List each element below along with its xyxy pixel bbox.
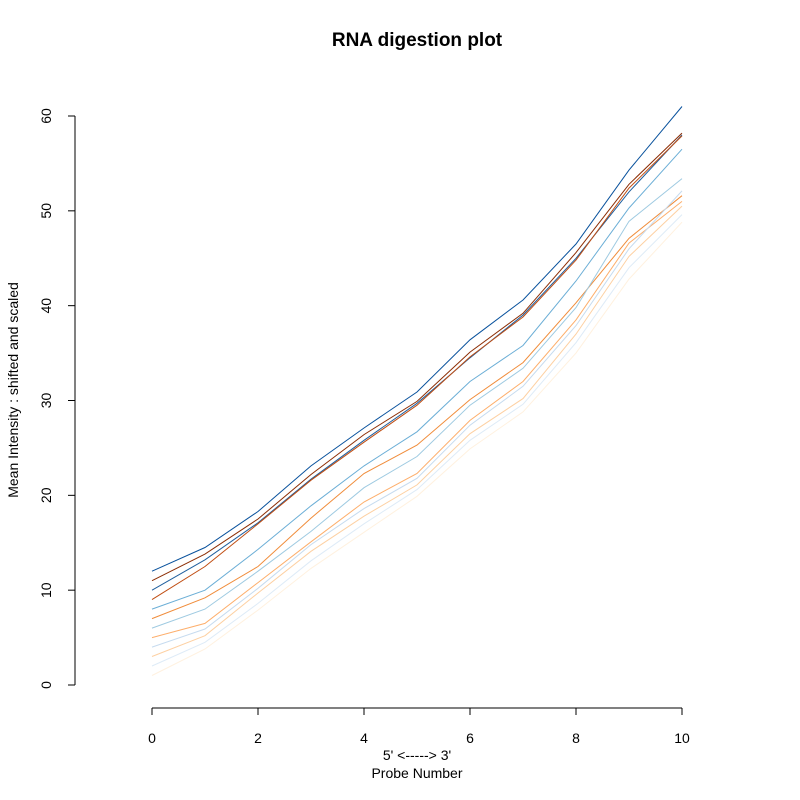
- x-tick-label-2: 2: [254, 730, 262, 746]
- y-tick-label-60: 60: [38, 108, 54, 124]
- series-lines: [151, 106, 683, 676]
- y-tick-label-20: 20: [38, 487, 54, 503]
- y-axis-label: Mean Intensity : shifted and scaled: [5, 282, 21, 498]
- series-line-11: [151, 214, 683, 667]
- x-axis-label-secondary: Probe Number: [371, 765, 462, 781]
- x-tick-label-4: 4: [360, 730, 368, 746]
- y-tick-label-40: 40: [38, 298, 54, 314]
- x-tick-label-6: 6: [466, 730, 474, 746]
- series-line-12: [151, 221, 683, 676]
- series-line-6: [151, 195, 683, 620]
- series-line-2: [151, 132, 683, 582]
- y-tick-label-0: 0: [38, 681, 54, 689]
- series-line-10: [151, 205, 683, 657]
- x-axis: 0 2 4 6 8 10: [148, 707, 690, 746]
- y-tick-label-50: 50: [38, 203, 54, 219]
- x-tick-label-0: 0: [148, 730, 156, 746]
- series-line-9: [151, 190, 683, 648]
- series-line-5: [151, 148, 683, 610]
- chart-title: RNA digestion plot: [332, 30, 503, 51]
- y-tick-label-30: 30: [38, 393, 54, 409]
- x-tick-label-10: 10: [674, 730, 690, 746]
- y-tick-label-10: 10: [38, 582, 54, 598]
- series-line-3: [151, 134, 683, 591]
- series-line-7: [151, 178, 683, 629]
- x-axis-label: 5' <-----> 3': [383, 747, 451, 763]
- x-tick-label-8: 8: [572, 730, 580, 746]
- series-line-4: [151, 135, 683, 601]
- series-line-8: [151, 201, 683, 639]
- series-line-1: [151, 106, 683, 572]
- y-axis: 0 10 20 30 40 50 60: [38, 108, 76, 689]
